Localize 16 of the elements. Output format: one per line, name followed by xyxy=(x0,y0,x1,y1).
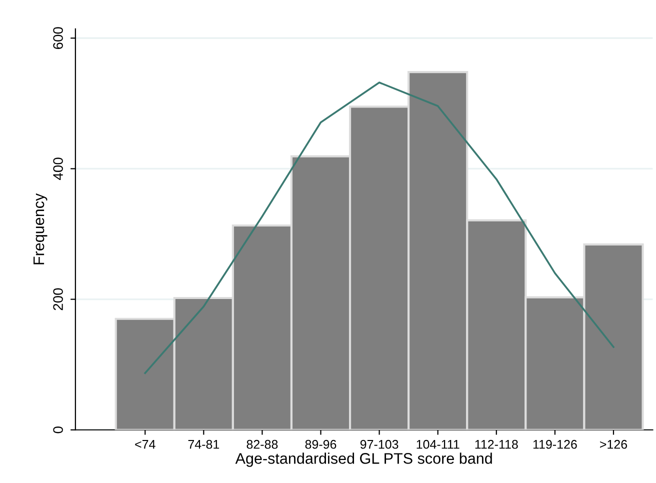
x-tick-label: 104-111 xyxy=(416,440,460,449)
line-series xyxy=(144,82,614,374)
x-tick-label: 112-118 xyxy=(475,440,518,449)
x-axis-title: Age-standardised GL PTS score band xyxy=(235,452,492,467)
y-tick-label: 0 xyxy=(53,426,63,434)
y-tick-label: 200 xyxy=(53,288,63,310)
x-tick-label: 119-126 xyxy=(533,440,577,449)
y-tick-label: 600 xyxy=(53,27,63,49)
x-tick-label: 89-96 xyxy=(305,440,336,449)
x-tick-label: 97-103 xyxy=(360,440,398,449)
x-tick-label: >126 xyxy=(600,440,628,449)
y-tick-label: 400 xyxy=(53,158,63,180)
x-tick-label: 82-88 xyxy=(246,440,278,449)
y-axis-title: Frequency xyxy=(34,193,48,264)
x-tick-label: <74 xyxy=(135,440,156,449)
x-tick-label: 74-81 xyxy=(188,440,220,449)
